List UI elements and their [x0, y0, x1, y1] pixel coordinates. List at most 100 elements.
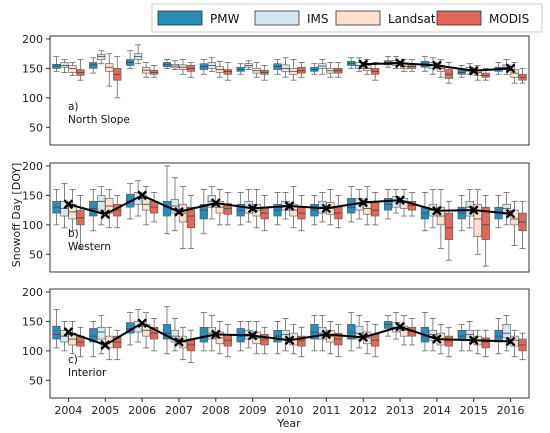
box-modis-2014	[444, 200, 453, 261]
box-ims-2007	[170, 177, 180, 232]
box-landsat-2007	[178, 186, 188, 249]
box-body	[502, 324, 511, 339]
box-modis-2011	[334, 62, 343, 78]
legend-swatch-landsat	[335, 10, 381, 26]
box-modis-2009	[260, 65, 269, 81]
box-pmw-2010	[273, 192, 282, 226]
box-body	[199, 326, 208, 343]
x-tick-label: 2004	[54, 404, 82, 417]
trend-marker	[63, 327, 74, 337]
y-tick-label: 50	[29, 248, 43, 261]
box-body	[89, 62, 98, 69]
trend-marker	[395, 195, 405, 205]
box-pmw-2009	[236, 192, 245, 226]
box-body	[60, 62, 69, 68]
legend-swatch-pmw	[157, 10, 203, 26]
trend-marker	[137, 190, 147, 201]
box-body	[457, 329, 466, 341]
box-modis-2008	[223, 192, 232, 226]
box-ims-2007	[170, 60, 180, 70]
box-ims-2008	[207, 57, 216, 72]
box-body	[444, 212, 453, 240]
box-modis-2007	[186, 195, 196, 249]
box-landsat-2004	[68, 62, 77, 76]
x-tick-label: 2007	[165, 404, 193, 417]
box-modis-2014	[444, 62, 453, 84]
trend-marker	[468, 205, 479, 215]
y-tick-label: 150	[22, 315, 43, 328]
box-body	[473, 203, 482, 237]
trend-marker	[468, 65, 479, 76]
panel-frame	[49, 162, 530, 273]
box-landsat-2006	[142, 62, 151, 78]
box-modis-2008	[223, 62, 232, 81]
legend-swatch-modis	[436, 10, 482, 26]
trend-marker	[395, 321, 405, 332]
panel-label-letter: c)	[68, 354, 78, 366]
box-landsat-2014	[436, 189, 445, 249]
box-landsat-2011	[326, 62, 335, 78]
box-pmw-2005	[89, 57, 98, 74]
box-pmw-2013	[383, 189, 393, 220]
box-body	[97, 326, 106, 340]
box-modis-2006	[150, 65, 159, 78]
box-body	[223, 203, 232, 215]
box-ims-2004	[60, 59, 69, 73]
box-body	[52, 325, 61, 340]
box-pmw-2012	[347, 312, 356, 352]
box-modis-2009	[260, 195, 269, 232]
box-modis-2010	[297, 326, 306, 358]
box-pmw-2004	[52, 189, 61, 226]
box-pmw-2011	[310, 195, 319, 226]
panel-label-letter: b)	[68, 228, 79, 240]
box-pmw-2016	[494, 318, 503, 355]
box-ims-2015	[465, 189, 474, 229]
box-landsat-2007	[178, 59, 188, 75]
x-tick-label: 2006	[128, 404, 156, 417]
trend-marker	[247, 330, 258, 341]
x-tick-label: 2012	[349, 404, 377, 417]
box-modis-2015	[481, 329, 490, 358]
y-tick-label: 50	[29, 121, 43, 134]
trend-marker	[432, 334, 442, 344]
chart-panels: 50 100 150 200 a)North Slope 50 100 150 200 b)Wes…	[22, 33, 530, 399]
box-pmw-2007	[162, 59, 172, 69]
x-tick-label: 2014	[423, 404, 451, 417]
legend-label-ims: IMS	[307, 12, 329, 26]
box-body	[399, 325, 409, 337]
box-ims-2015	[465, 321, 474, 352]
trend-marker	[284, 201, 295, 211]
panel-label-region: Interior	[68, 367, 107, 379]
box-modis-2016	[518, 200, 527, 249]
box-pmw-2015	[457, 65, 466, 78]
trend-marker	[358, 59, 369, 70]
trend-marker	[174, 207, 184, 217]
box-body	[297, 335, 306, 347]
x-tick-label: 2008	[202, 404, 230, 417]
box-body	[162, 324, 172, 340]
y-tick-label: 150	[22, 62, 43, 75]
panel-2: 50 100 150 200 b)Western	[22, 160, 530, 273]
trend-marker	[505, 208, 516, 219]
x-axis-title: Year	[276, 417, 301, 430]
box-modis-2010	[297, 62, 306, 78]
box-modis-2005	[113, 329, 122, 361]
box-pmw-2009	[236, 63, 245, 75]
panel-frame	[49, 35, 530, 146]
box-ims-2004	[60, 321, 69, 352]
trend-marker	[174, 337, 184, 347]
trend-marker	[247, 203, 258, 214]
panel-label-letter: a)	[68, 101, 79, 113]
box-modis-2009	[260, 326, 269, 355]
box-pmw-2008	[199, 189, 208, 235]
trend-marker	[210, 198, 221, 208]
box-modis-2016	[518, 68, 527, 84]
box-modis-2006	[150, 318, 159, 352]
box-landsat-2010	[289, 59, 298, 81]
box-pmw-2010	[273, 321, 282, 355]
box-body	[371, 202, 380, 217]
trend-marker	[137, 318, 147, 329]
box-landsat-2013	[399, 315, 409, 346]
panel-label-region: North Slope	[68, 114, 130, 126]
